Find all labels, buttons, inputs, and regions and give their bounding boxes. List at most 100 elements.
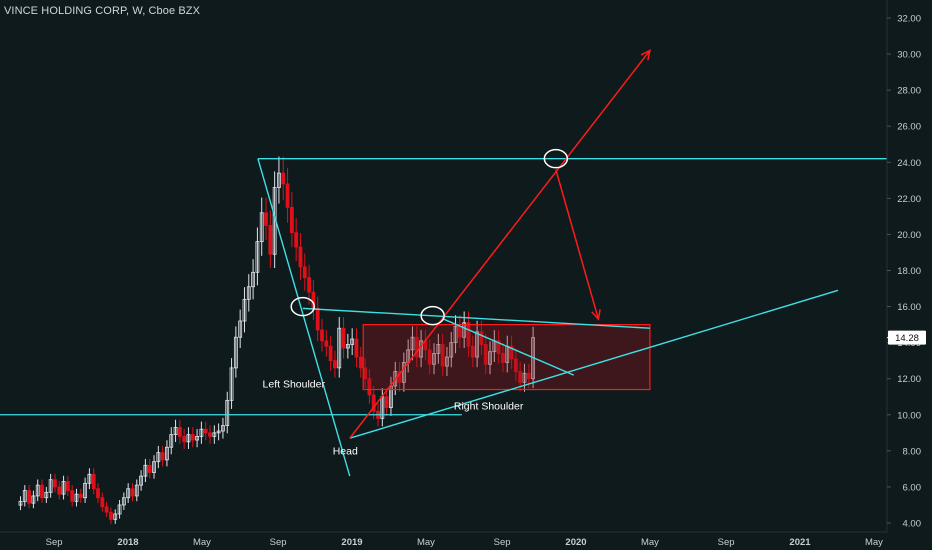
candle-body [109, 511, 113, 520]
price-tick-label: 16.00 [897, 302, 921, 313]
candles-layer [18, 156, 535, 524]
candle-up [337, 317, 342, 378]
candle-body [358, 356, 363, 369]
price-tick-label: 24.00 [897, 158, 921, 169]
candle-up [255, 227, 260, 286]
candle-body [445, 356, 449, 367]
candle-body [130, 488, 135, 497]
last-price-badge [888, 330, 926, 345]
candle-down [341, 317, 346, 359]
candle-down [371, 386, 376, 420]
price-tick-label: 10.00 [897, 410, 921, 421]
candle-down [414, 326, 419, 368]
price-tick-label: 12.00 [897, 374, 921, 385]
candle-body [324, 340, 329, 347]
candle-body [268, 225, 273, 255]
candle-down [513, 348, 518, 382]
candle-up [225, 391, 230, 434]
candle-body [53, 479, 57, 488]
candle-up [345, 333, 350, 359]
candle-body [22, 490, 27, 502]
candle-up [221, 417, 225, 439]
projection-arrow-down [555, 169, 601, 321]
candle-body [91, 473, 96, 490]
highlight-circle [290, 296, 315, 317]
candle-body [513, 358, 518, 372]
chart-title: VINCE HOLDING CORP, W, Cboe BZX [4, 5, 201, 17]
candle-body [121, 497, 126, 506]
candle-down [40, 479, 44, 503]
candle-down [281, 156, 286, 201]
candle-body [104, 506, 109, 513]
candle-up [87, 468, 92, 490]
candle-down [53, 473, 57, 493]
head-label: Head [333, 445, 358, 457]
candle-body [522, 372, 527, 383]
candle-up [169, 427, 174, 455]
candle-up [83, 477, 87, 503]
candle-body [298, 246, 303, 268]
time-tick-label: 2021 [789, 537, 811, 548]
candle-up [445, 346, 449, 376]
drawings-layer [0, 49, 887, 477]
candle-down [104, 501, 109, 517]
candle-down [427, 339, 432, 375]
candle-down [91, 468, 96, 495]
candle-body [18, 500, 23, 506]
price-tick-label: 20.00 [897, 230, 921, 241]
candle-up [449, 332, 454, 368]
candle-down [384, 388, 389, 416]
candle-up [238, 309, 243, 349]
candle-up [44, 486, 49, 503]
time-tick-label: May [641, 537, 659, 548]
candle-body [74, 493, 79, 502]
candle-down [208, 425, 212, 444]
candle-body [190, 434, 195, 441]
price-tick-label: 30.00 [897, 50, 921, 61]
candle-up [31, 490, 36, 509]
candle-up [61, 475, 66, 500]
candle-body [83, 482, 87, 499]
candle-body [436, 344, 441, 354]
candle-body [281, 172, 286, 185]
candle-body [320, 329, 324, 342]
candle-up [117, 500, 122, 519]
candle-down [285, 167, 290, 223]
candle-down [440, 333, 445, 376]
candle-body [221, 425, 225, 432]
time-axis[interactable]: Sep 2018 May Sep 2019 May Sep 2020 May Sep 2021 May [46, 537, 884, 548]
price-axis[interactable]: 4.006.008.0010.0012.0014.0016.0018.0020.… [887, 14, 926, 530]
candle-body [246, 286, 251, 300]
time-tick-label: 2018 [117, 537, 138, 548]
candle-body [449, 342, 454, 358]
candle-down [182, 429, 187, 450]
candle-body [337, 327, 342, 369]
candle-up [233, 326, 238, 378]
candle-up [453, 315, 458, 354]
candle-body [285, 183, 290, 208]
candle-up [165, 440, 169, 467]
candle-body [100, 497, 105, 508]
candle-down [483, 333, 488, 375]
candle-body [139, 475, 143, 486]
candle-body [65, 481, 70, 491]
time-tick-label: 2020 [565, 537, 586, 548]
price-tick-label: 26.00 [897, 122, 921, 133]
time-tick-label: May [193, 537, 211, 548]
candle-body [427, 349, 432, 365]
candle-up [126, 483, 131, 503]
arrow-shaft [349, 50, 651, 439]
candle-down [307, 264, 311, 305]
candle-up [139, 470, 143, 491]
candle-body [203, 428, 208, 434]
candle-body [216, 430, 221, 434]
candle-up [199, 421, 204, 444]
candle-body [169, 434, 174, 448]
candle-body [483, 344, 488, 365]
rising-support-line [349, 289, 839, 439]
arrow-shaft [555, 169, 600, 320]
candle-down [177, 419, 182, 444]
candle-down [466, 311, 471, 357]
